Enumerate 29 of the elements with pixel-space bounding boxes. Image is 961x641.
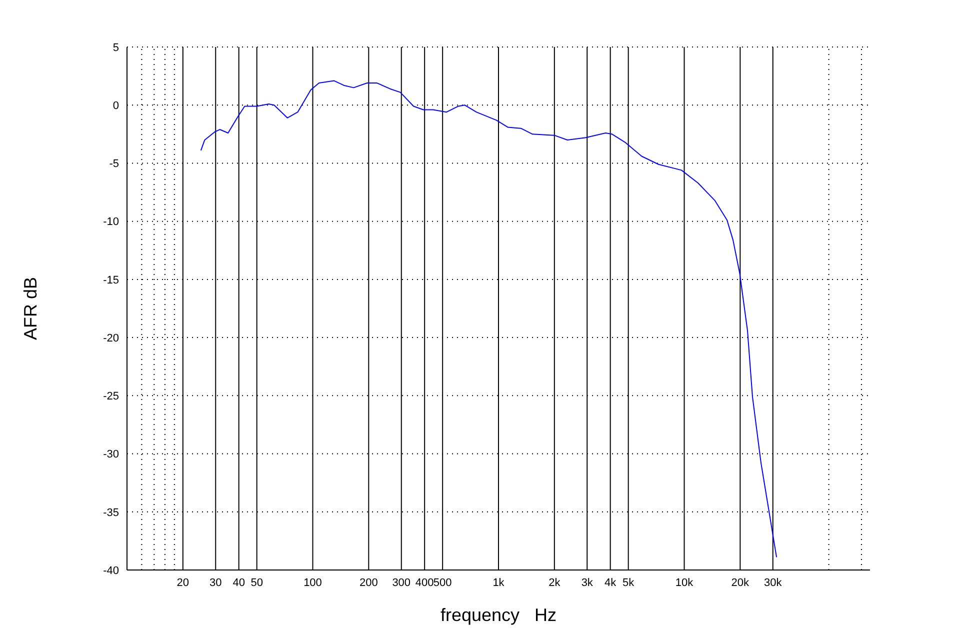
x-tick-label: 20k [731,576,750,589]
x-tick-label: 1k [492,576,505,589]
x-tick-label: 40 [232,576,245,589]
x-tick-label: 30 [210,576,222,589]
x-tick-label: 100 [304,576,322,589]
x-tick-label: 200 [359,576,378,589]
x-tick-label: 300 [392,576,411,589]
x-tick-label: 50 [250,576,263,589]
y-tick-label: -30 [103,448,119,461]
y-tick-label: -15 [103,274,119,286]
y-tick-label: -10 [103,216,119,228]
x-tick-label: 3k [581,576,594,589]
x-tick-label: 500 [433,576,452,589]
y-tick-label: -5 [109,158,119,170]
y-tick-label: -35 [103,506,119,519]
x-axis-title: frequency Hz [440,605,557,625]
y-tick-label: -25 [103,390,119,403]
x-tick-label: 2k [548,576,561,589]
x-tick-label: 10k [675,576,694,589]
y-axis-title: AFR dB [20,276,40,340]
y-tick-label: -20 [103,332,119,344]
y-tick-label: 5 [112,42,119,54]
x-tick-label: 400 [415,576,434,589]
x-tick-label: 30k [764,576,782,589]
x-tick-label: 5k [622,576,635,589]
x-tick-label: 20 [176,576,190,589]
y-tick-label: -40 [103,564,119,577]
x-tick-label: 4k [604,576,617,589]
y-tick-label: 0 [112,100,119,112]
